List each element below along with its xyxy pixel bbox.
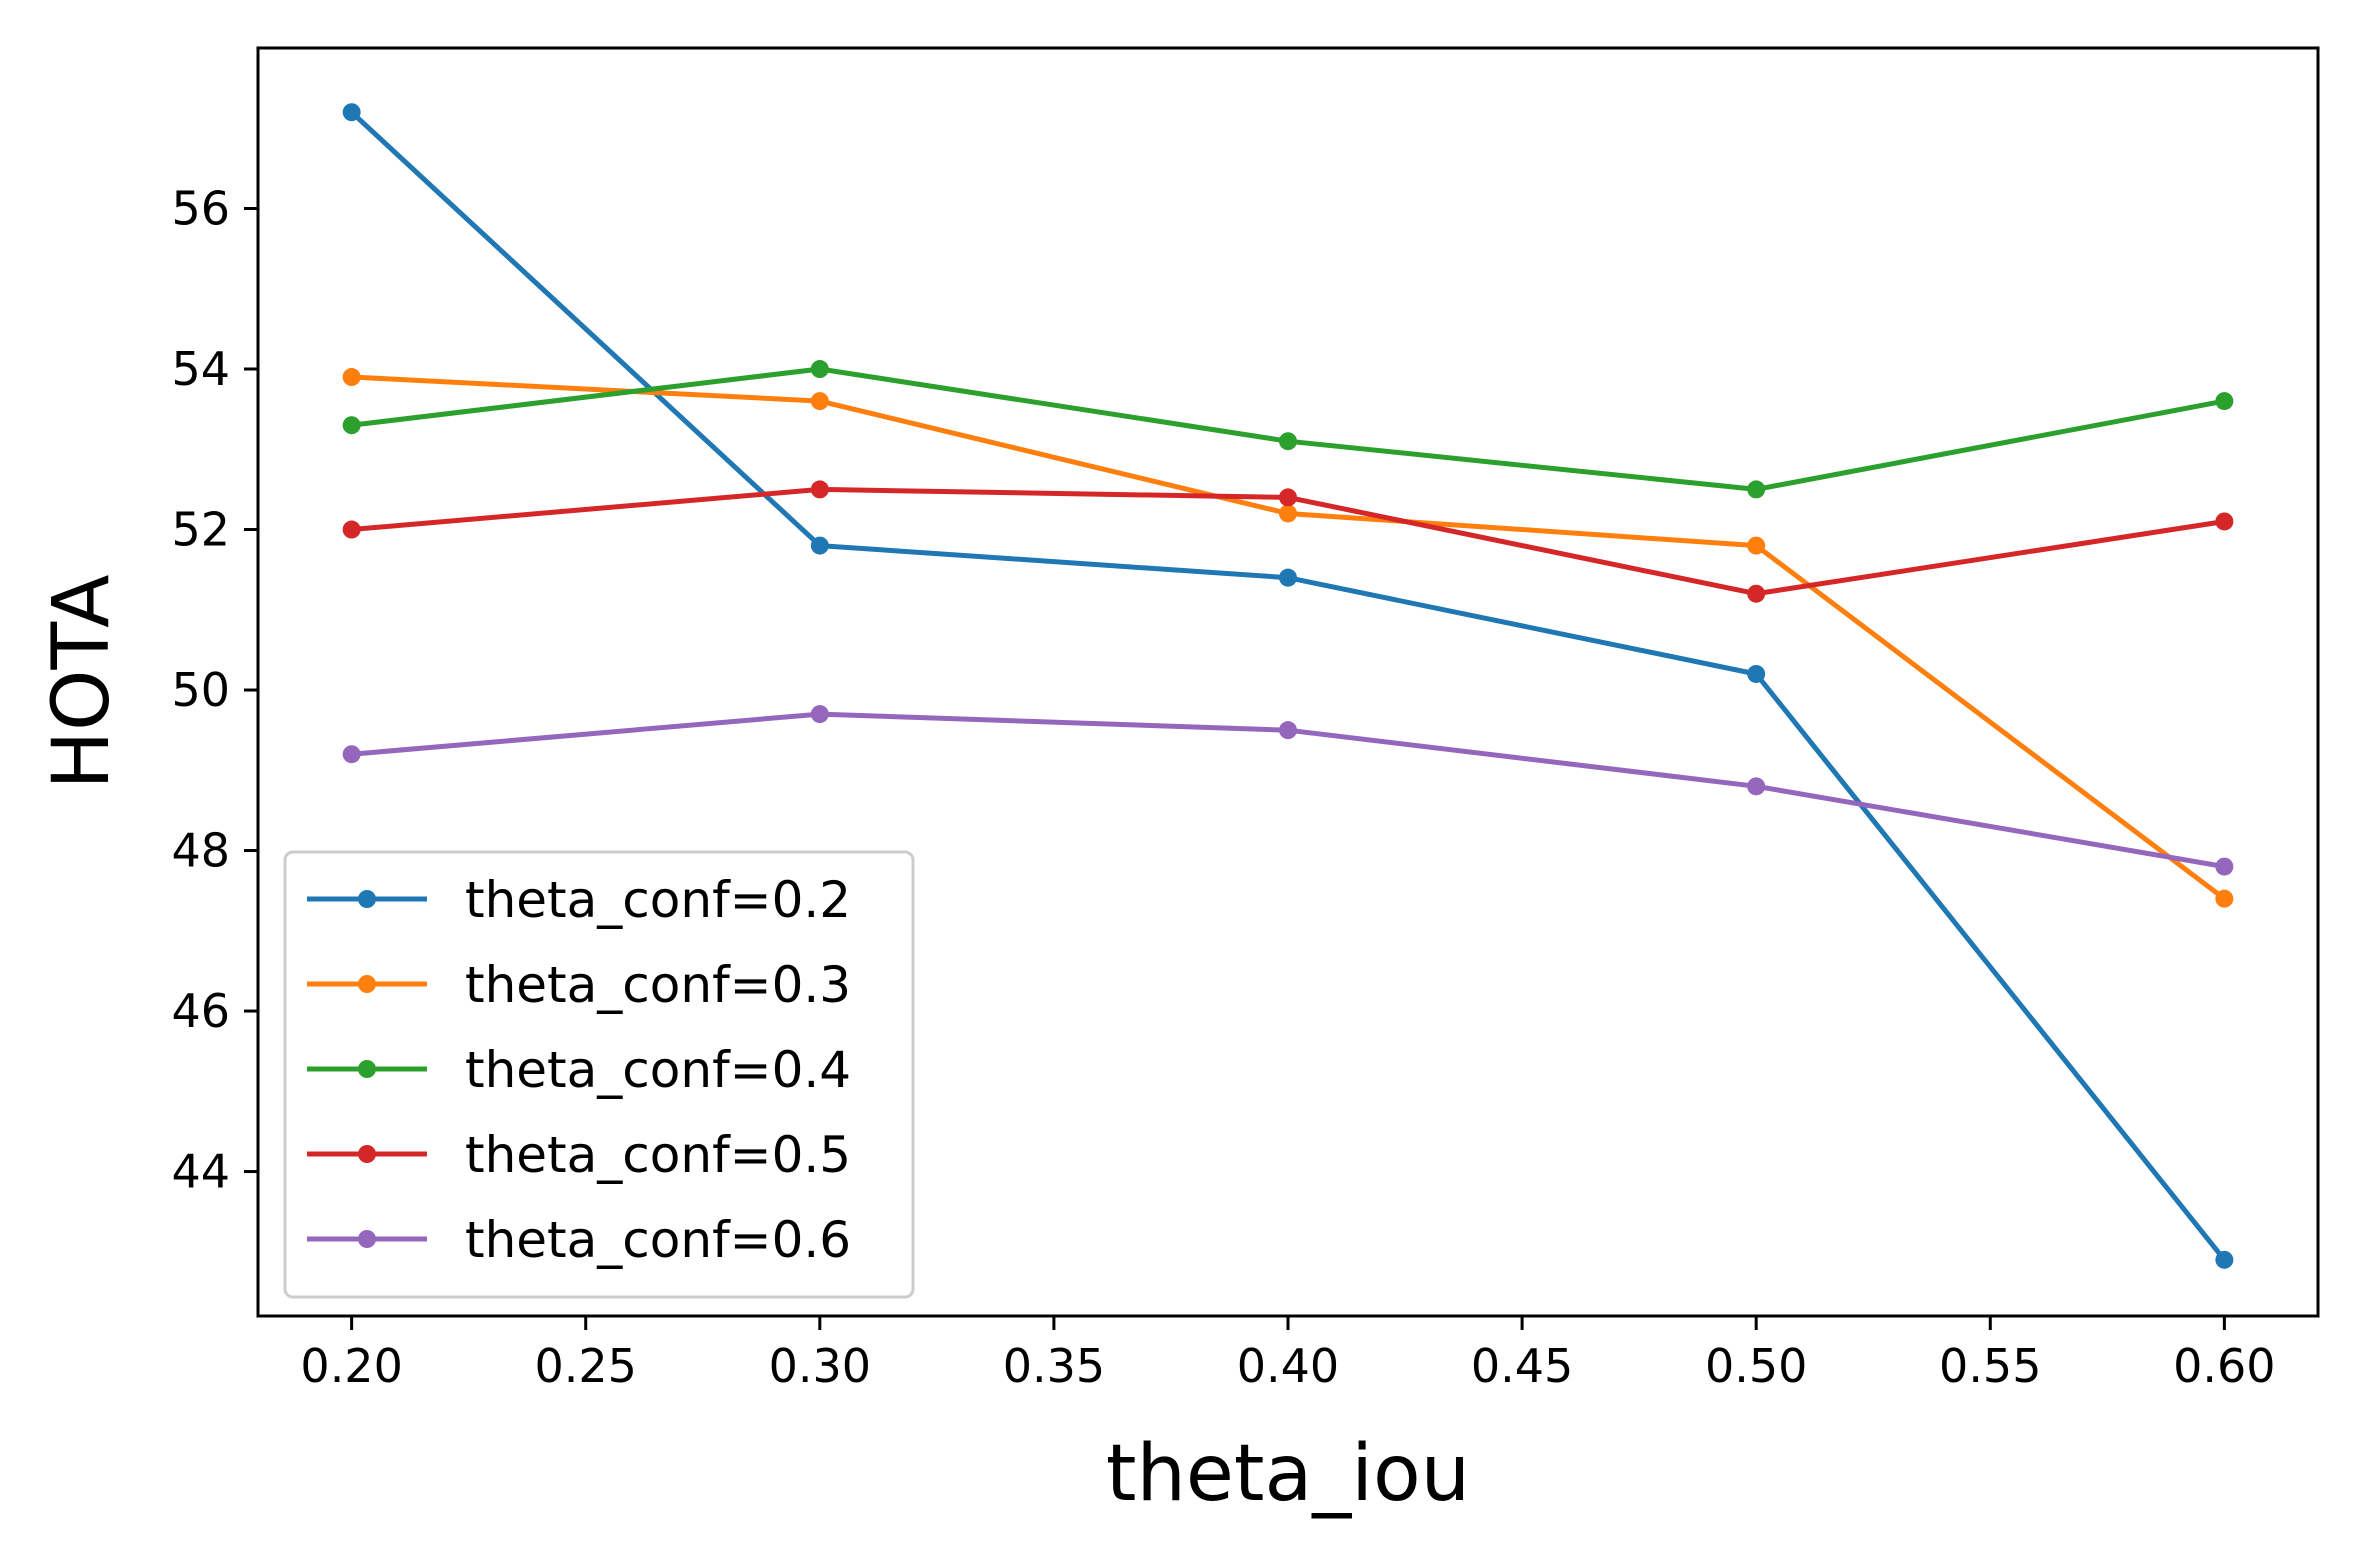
legend-label: theta_conf=0.5: [465, 1126, 851, 1184]
data-point: [1747, 777, 1766, 796]
series-theta_conf=0.2: [342, 103, 2234, 1269]
x-tick-label: 0.30: [769, 1339, 871, 1393]
x-tick-label: 0.20: [300, 1339, 402, 1393]
data-point: [810, 705, 829, 724]
legend: theta_conf=0.2 theta_conf=0.3 theta_conf=0…: [283, 850, 915, 1299]
data-point: [2215, 889, 2234, 908]
legend-marker: [358, 975, 376, 993]
y-tick-label: 50: [171, 663, 230, 717]
y-axis: 44 46 48 50 52 54 56: [171, 182, 258, 1199]
legend-item: theta_conf=0.5: [307, 1126, 851, 1184]
y-tick-label: 48: [171, 824, 230, 878]
data-point: [1747, 664, 1766, 683]
series-line: [351, 366, 2225, 492]
x-tick-label: 0.35: [1003, 1339, 1105, 1393]
data-point: [1279, 432, 1297, 451]
data-point: [1279, 721, 1297, 740]
series-layer: [342, 103, 2234, 1269]
legend-marker: [358, 890, 376, 908]
legend-item: theta_conf=0.3: [307, 956, 851, 1014]
series-theta_conf=0.6: [342, 705, 2234, 876]
legend-label: theta_conf=0.6: [465, 1211, 851, 1269]
legend-label: theta_conf=0.3: [465, 956, 851, 1014]
data-point: [810, 392, 829, 411]
data-point: [1747, 536, 1766, 555]
data-point: [2215, 857, 2234, 876]
legend-item: theta_conf=0.4: [307, 1041, 851, 1099]
legend-item: theta_conf=0.6: [307, 1211, 851, 1269]
data-point: [1279, 568, 1297, 587]
y-tick-label: 56: [171, 182, 230, 236]
x-tick-label: 0.40: [1237, 1339, 1339, 1393]
y-tick-label: 46: [171, 984, 230, 1038]
data-point: [342, 103, 361, 122]
data-point: [342, 745, 361, 764]
legend-frame: [283, 850, 915, 1299]
data-point: [810, 480, 829, 499]
x-axis: 0.20 0.25 0.30 0.35 0.40 0.45 0.50 0.55 0.60: [300, 1316, 2276, 1393]
x-tick-label: 0.60: [2173, 1339, 2275, 1393]
data-point: [2215, 392, 2234, 411]
legend-marker: [358, 1060, 376, 1078]
y-tick-label: 52: [171, 503, 230, 557]
data-point: [2215, 512, 2234, 531]
y-tick-label: 54: [171, 342, 230, 396]
data-point: [2215, 1250, 2234, 1269]
data-point: [810, 536, 829, 555]
data-point: [342, 520, 361, 539]
series-theta_conf=0.4: [342, 360, 2234, 499]
legend-label: theta_conf=0.2: [465, 871, 851, 929]
x-tick-label: 0.25: [535, 1339, 637, 1393]
data-point: [1747, 480, 1766, 499]
legend-item: theta_conf=0.2: [307, 871, 851, 929]
legend-label: theta_conf=0.4: [465, 1041, 851, 1099]
x-axis-label: theta_iou: [1106, 1429, 1470, 1519]
series-theta_conf=0.5: [342, 480, 2234, 603]
data-point: [342, 416, 361, 435]
data-point: [1279, 504, 1297, 523]
data-point: [1747, 584, 1766, 603]
x-tick-label: 0.55: [1939, 1339, 2041, 1393]
x-tick-label: 0.45: [1471, 1339, 1573, 1393]
legend-marker: [358, 1145, 376, 1163]
y-tick-label: 44: [171, 1145, 230, 1199]
legend-marker: [358, 1230, 376, 1248]
data-point: [810, 360, 829, 379]
data-point: [342, 368, 361, 387]
data-point: [1279, 488, 1297, 507]
y-axis-label: HOTA: [37, 575, 127, 790]
x-tick-label: 0.50: [1705, 1339, 1807, 1393]
series-theta_conf=0.3: [342, 368, 2234, 908]
